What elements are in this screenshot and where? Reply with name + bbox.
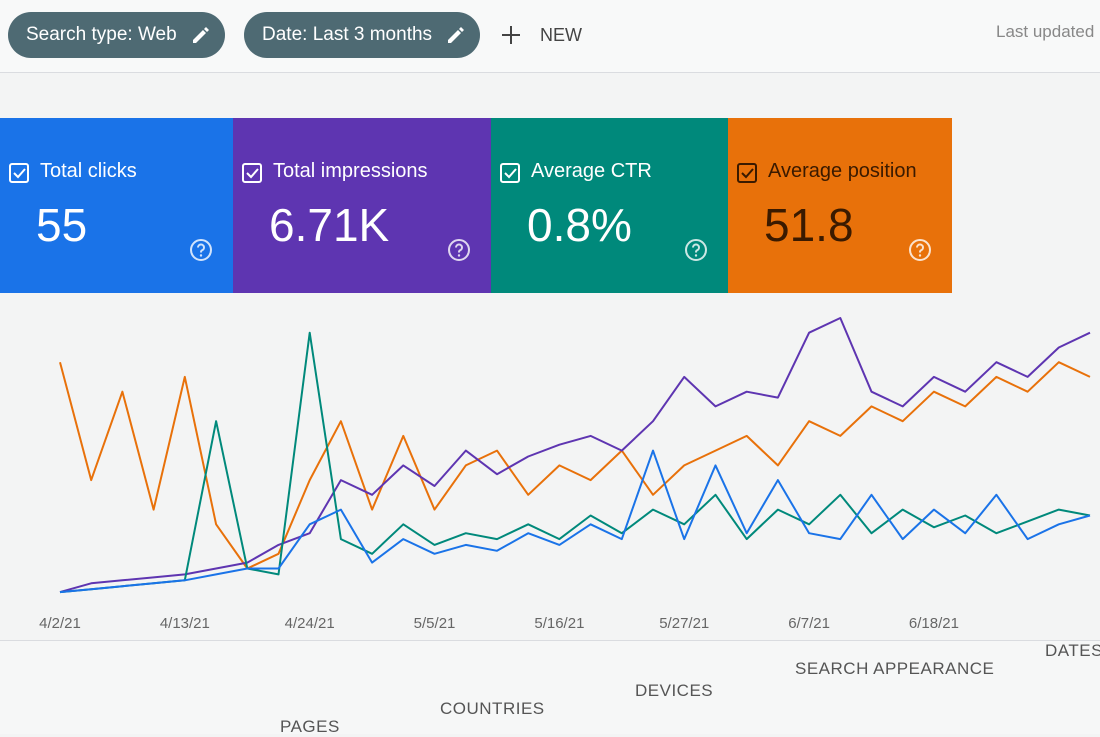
new-label: NEW (540, 25, 582, 45)
filter-chip[interactable]: Date: Last 3 months (244, 12, 481, 58)
help-icon[interactable] (908, 238, 932, 267)
checkbox (736, 162, 758, 189)
checkbox (241, 162, 263, 189)
series-line (59, 361, 1091, 570)
edit-icon (448, 27, 465, 43)
help-glyph (190, 239, 212, 261)
checkbox-icon (242, 163, 262, 183)
chip-label: Search type: Web (26, 24, 177, 45)
metric-value: 51.8 (764, 199, 854, 251)
x-tick-label: 4/13/21 (160, 615, 210, 632)
new-button[interactable]: NEW (500, 18, 582, 52)
checkbox (8, 162, 30, 189)
metric-value: 0.8% (527, 199, 632, 251)
checkbox-icon (737, 163, 757, 183)
tab[interactable]: DEVICES (635, 681, 714, 700)
x-tick-label: 5/5/21 (414, 615, 456, 632)
metric-label: Total clicks (40, 160, 137, 182)
tab[interactable]: COUNTRIES (440, 699, 545, 718)
help-icon[interactable] (684, 238, 708, 267)
x-tick-label: 5/16/21 (534, 615, 584, 632)
tab[interactable]: SEARCH APPEARANCE (795, 659, 995, 678)
plus-icon (502, 26, 520, 44)
help-glyph (909, 239, 931, 261)
tab[interactable]: PAGES (280, 717, 340, 736)
metric-label: Average position (768, 160, 917, 182)
filter-chip[interactable]: Search type: Web (8, 12, 225, 58)
last-updated: Last updated (996, 22, 1095, 41)
tab[interactable]: DATES (1045, 641, 1100, 660)
toolbar: Search type: Web Date: Last 3 months NEW… (0, 0, 1100, 73)
metric-card[interactable]: Total clicks 55 (0, 118, 233, 293)
chip-label: Date: Last 3 months (262, 24, 433, 45)
edit-icon (192, 27, 209, 43)
chart: 4/2/21 4/13/21 4/24/21 5/5/21 5/16/21 5/27/21… (39, 317, 1091, 632)
x-tick-label: 6/7/21 (788, 615, 830, 632)
x-tick-label: 4/2/21 (39, 615, 81, 632)
metric-value: 6.71K (269, 199, 390, 251)
metric-card[interactable]: Average CTR 0.8% (491, 118, 728, 293)
metric-value: 55 (36, 199, 88, 251)
series-line (59, 449, 1091, 594)
tab-bar: PAGES COUNTRIES DEVICES SEARCH APPEARANCE DA… (0, 640, 1100, 736)
help-glyph (448, 239, 470, 261)
help-glyph (685, 239, 707, 261)
checkbox-icon (500, 163, 520, 183)
metric-card[interactable]: Average position 51.8 (728, 118, 952, 293)
metric-card[interactable]: Total impressions 6.71K (233, 118, 491, 293)
help-icon[interactable] (189, 238, 213, 267)
metric-label: Average CTR (531, 160, 652, 182)
series-line (59, 317, 1091, 594)
help-icon[interactable] (447, 238, 471, 267)
x-tick-label: 6/18/21 (909, 615, 959, 632)
x-tick-label: 5/27/21 (659, 615, 709, 632)
series-line (59, 331, 1091, 594)
metric-label: Total impressions (273, 160, 428, 182)
checkbox-icon (9, 163, 29, 183)
x-tick-label: 4/24/21 (285, 615, 335, 632)
checkbox (499, 162, 521, 189)
